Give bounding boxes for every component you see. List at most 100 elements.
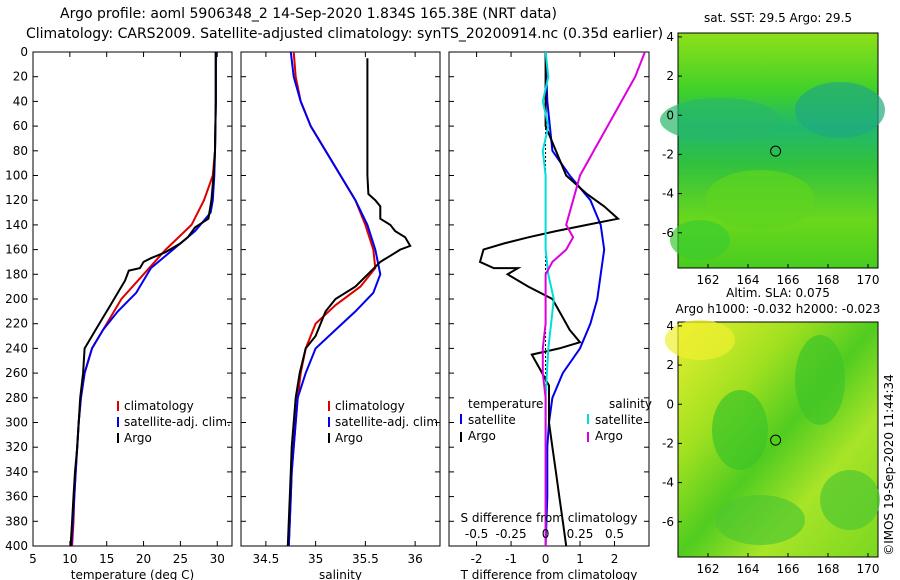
y-tick-label: 40	[13, 94, 28, 108]
sst-map-title: sat. SST: 29.5 Argo: 29.5	[704, 11, 852, 25]
y-tick-label: 120	[5, 193, 28, 207]
x-tick-label: 10	[62, 552, 77, 566]
map-y-tick-label: -4	[662, 187, 674, 201]
y-tick-label: 340	[5, 465, 28, 479]
map-y-tick-label: 0	[666, 108, 674, 122]
map-texture-blob	[715, 495, 805, 545]
y-tick-label: 80	[13, 144, 28, 158]
legend-label: satellite	[468, 413, 516, 427]
x-tick-label: 5	[29, 552, 37, 566]
y-tick-label: 300	[5, 416, 28, 430]
series-line-t-satellite	[544, 51, 606, 547]
map-y-tick-label: 2	[666, 69, 674, 83]
x-tick-label: 20	[136, 552, 151, 566]
legend-label: satellite	[595, 413, 643, 427]
legend-label: climatology	[124, 399, 194, 413]
x-tick-label: 25	[173, 552, 188, 566]
y-tick-label: 0	[20, 45, 28, 59]
map-texture-blob	[670, 220, 730, 260]
map-y-tick-label: -2	[662, 436, 674, 450]
y-tick-label: 100	[5, 169, 28, 183]
legend-label: Argo	[468, 429, 496, 443]
series-line-argo	[286, 58, 412, 547]
sla-map-title-line2: Argo h1000: -0.032 h2000: -0.023	[676, 302, 881, 316]
map-y-tick-label: 0	[666, 397, 674, 411]
map-x-tick-label: 170	[857, 273, 880, 287]
series-line-t-argo	[478, 52, 621, 547]
map-x-tick-label: 162	[697, 273, 720, 287]
s-tick-label: 0	[542, 527, 550, 541]
map-x-tick-label: 162	[697, 562, 720, 576]
map-texture-blob	[705, 170, 815, 230]
x-tick-label: 36	[407, 552, 422, 566]
map-y-tick-label: -6	[662, 515, 674, 529]
x-tick-label: 15	[99, 552, 114, 566]
map-x-tick-label: 170	[857, 562, 880, 576]
map-y-tick-label: -2	[662, 147, 674, 161]
s-tick-label: 0.25	[567, 527, 594, 541]
map-x-tick-label: 168	[817, 562, 840, 576]
x-tick-label: 35.5	[352, 552, 379, 566]
y-tick-label: 240	[5, 341, 28, 355]
argo-position-marker	[770, 434, 782, 446]
legend-s-title: salinity	[609, 397, 652, 411]
map-x-tick-label: 168	[817, 273, 840, 287]
map-y-tick-label: -4	[662, 476, 674, 490]
map-texture-blob	[665, 320, 735, 360]
credit-text: ©IMOS 19-Sep-2020 11:44:34	[882, 374, 896, 556]
x-tick-label: 2	[611, 552, 619, 566]
map-y-tick-label: 2	[666, 358, 674, 372]
map-y-tick-label: -6	[662, 226, 674, 240]
argo-position-marker	[770, 145, 782, 157]
map-x-tick-label: 166	[777, 562, 800, 576]
y-tick-label: 20	[13, 70, 28, 84]
series-line-argo	[69, 52, 217, 547]
y-tick-label: 360	[5, 490, 28, 504]
series-line-satellite-adj-clim-	[70, 52, 217, 547]
legend-label: Argo	[595, 429, 623, 443]
map-texture-blob	[795, 335, 845, 425]
series-line-climatology	[287, 51, 377, 547]
legend-label: Argo	[335, 431, 363, 445]
x-axis-label: T difference from climatology	[460, 568, 638, 580]
map-x-tick-label: 164	[737, 562, 760, 576]
y-tick-label: 380	[5, 514, 28, 528]
series-line-s-argo	[541, 51, 646, 546]
y-tick-label: 280	[5, 391, 28, 405]
x-tick-label: 34.5	[253, 552, 280, 566]
y-tick-label: 320	[5, 440, 28, 454]
y-tick-label: 220	[5, 317, 28, 331]
map-texture-blob	[660, 98, 780, 142]
x-tick-label: -2	[471, 552, 483, 566]
legend-label: satellite-adj. clim.	[124, 415, 231, 429]
legend-label: Argo	[124, 431, 152, 445]
y-tick-label: 60	[13, 119, 28, 133]
map-texture-blob	[795, 82, 885, 138]
s-tick-label: 0.5	[605, 527, 624, 541]
legend-t-title: temperature	[468, 397, 543, 411]
y-tick-label: 160	[5, 243, 28, 257]
map-y-tick-label: 4	[666, 30, 674, 44]
x-axis-label: salinity	[319, 568, 362, 580]
s-tick-label: -0.25	[496, 527, 527, 541]
sla-map-title-line1: Altim. SLA: 0.075	[726, 286, 830, 300]
plot-frame-temperature	[32, 51, 233, 547]
s-axis-label: S difference from climatology	[461, 511, 638, 525]
y-tick-label: 260	[5, 366, 28, 380]
map-y-tick-label: 4	[666, 319, 674, 333]
y-tick-label: 180	[5, 267, 28, 281]
map-x-tick-label: 166	[777, 273, 800, 287]
chart-title-line2: Climatology: CARS2009. Satellite-adjuste…	[26, 26, 664, 42]
series-line-climatology	[71, 52, 217, 547]
x-tick-label: 1	[576, 552, 584, 566]
y-tick-label: 400	[5, 539, 28, 553]
map-texture-blob	[712, 390, 768, 470]
chart-title-line1: Argo profile: aoml 5906348_2 14-Sep-2020…	[60, 6, 557, 22]
y-tick-label: 200	[5, 292, 28, 306]
s-tick-label: -0.5	[465, 527, 488, 541]
x-tick-label: 35	[308, 552, 323, 566]
x-tick-label: -1	[505, 552, 517, 566]
x-tick-label: 30	[210, 552, 225, 566]
map-texture-blob	[820, 470, 880, 530]
